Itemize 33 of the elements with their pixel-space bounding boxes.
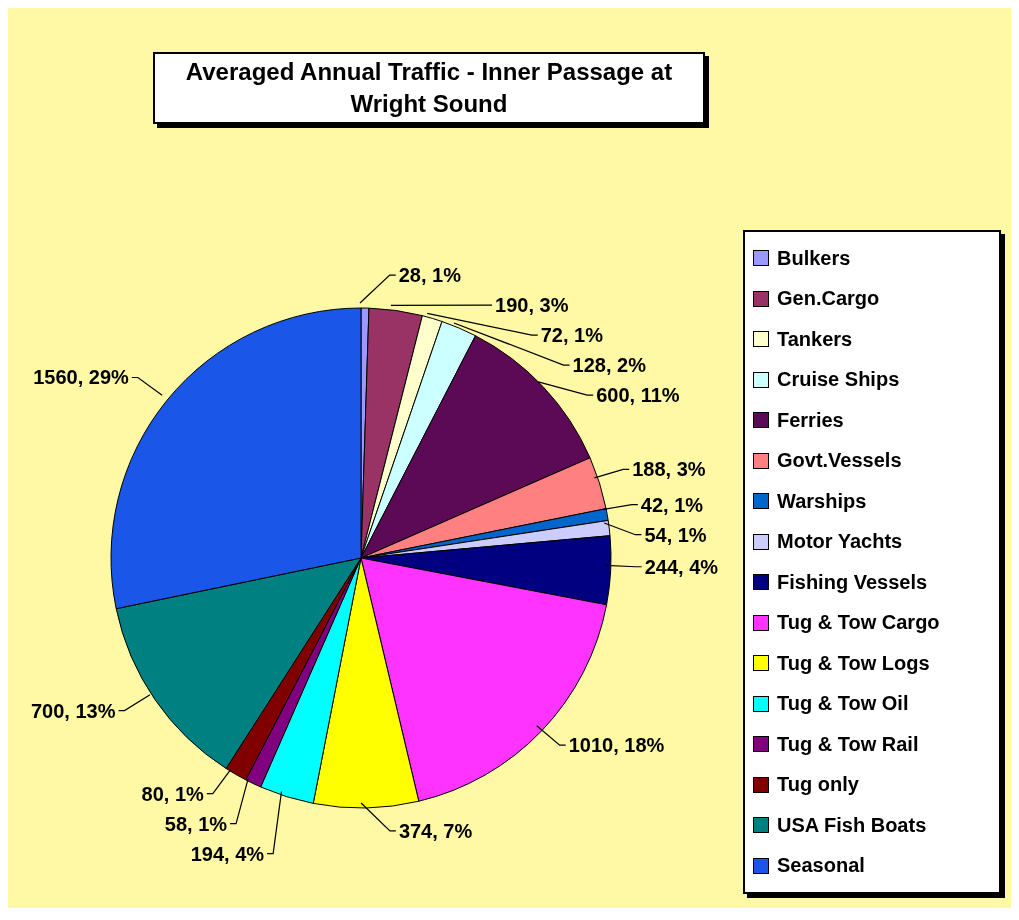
data-label: 374, 7%	[398, 819, 473, 842]
legend-label: Cruise Ships	[777, 368, 900, 392]
legend-label: Bulkers	[777, 246, 851, 270]
legend-label: USA Fish Boats	[777, 813, 927, 837]
legend-label: Govt.Vessels	[777, 449, 902, 473]
legend-label: Seasonal	[777, 854, 865, 878]
chart-title: Averaged Annual Traffic - Inner Passage at Wright Sound	[153, 52, 705, 124]
data-label: 1560, 29%	[33, 366, 130, 389]
legend-label: Motor Yachts	[777, 530, 903, 554]
data-label: 700, 13%	[31, 699, 116, 722]
data-label: 54, 1%	[644, 523, 707, 546]
data-label: 58, 1%	[164, 812, 228, 835]
legend-label: Fishing Vessels	[777, 570, 928, 594]
legend-label: Ferries	[777, 408, 844, 432]
legend-label: Tankers	[777, 327, 853, 351]
legend-label: Tug & Tow Rail	[777, 732, 919, 756]
data-label: 80, 1%	[141, 782, 205, 805]
data-label: 190, 3%	[495, 294, 569, 317]
data-label: 128, 2%	[572, 354, 647, 377]
data-label: 72, 1%	[540, 324, 604, 347]
legend-label: Warships	[777, 489, 867, 513]
data-label: 28, 1%	[398, 264, 462, 287]
data-label: 194, 4%	[190, 842, 265, 865]
legend-label: Gen.Cargo	[777, 287, 880, 311]
legend-label: Tug only	[777, 773, 859, 797]
data-label: 42, 1%	[640, 493, 704, 516]
legend-label: Tug & Tow Cargo	[777, 611, 940, 635]
legend-label: Tug & Tow Oil	[777, 692, 909, 716]
legend-label: Tug & Tow Logs	[777, 651, 930, 675]
data-label: 600, 11%	[596, 384, 680, 407]
data-label: 244, 4%	[644, 555, 719, 578]
data-label: 1010, 18%	[568, 734, 665, 757]
data-label: 188, 3%	[632, 458, 706, 481]
